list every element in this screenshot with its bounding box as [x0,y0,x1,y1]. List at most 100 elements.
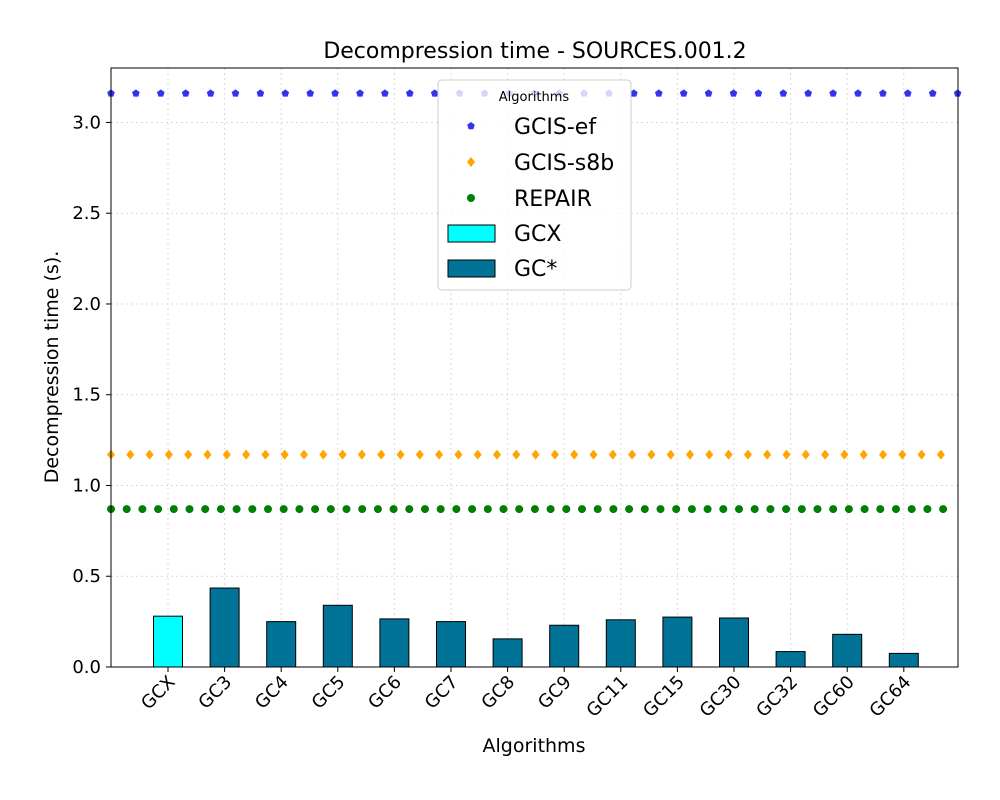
series-point [342,505,351,514]
series-point [801,449,810,460]
x-tick-label: GC60 [809,672,859,722]
series-point [231,89,240,97]
series-point [381,89,389,97]
legend-patch [447,224,496,243]
legend-marker [467,122,475,130]
series-point [578,505,586,514]
series-point [782,505,791,514]
series-point [377,449,386,460]
series-point [132,89,140,97]
series-point [452,505,461,514]
series-point [421,505,429,514]
legend-entry-gcx: GCX [447,222,561,247]
x-tick-label: GC15 [639,672,689,722]
y-tick-label: 0.5 [72,566,101,587]
legend-entry-gcis-ef: GCIS-ef [467,115,597,140]
series-point [169,505,178,514]
y-axis-label: Decompression time (s). [41,251,63,484]
series-point [154,505,163,514]
series-point [936,449,945,460]
series-point [687,505,696,514]
series-point [396,449,405,460]
series-point [821,449,830,460]
x-tick-label: GC4 [251,672,293,714]
bars [153,587,919,668]
bar-gc4 [266,621,297,668]
series-point [939,505,948,514]
x-tick-label: GC9 [534,672,576,714]
series-point [358,505,367,514]
series-point [319,449,328,460]
legend-marker [467,194,475,202]
y-tick-label: 0.0 [72,657,101,678]
series-point [300,449,308,460]
series-point [570,449,579,460]
series-point [879,449,887,460]
series-point [264,505,272,514]
series-point [804,89,812,97]
series-point [248,505,257,514]
legend[interactable]: Algorithms GCIS-ef GCIS-s8b REPAIR GCX GC* [437,79,632,291]
series-point [705,449,714,460]
series-point [306,89,314,97]
legend-entry-gcis-s8b: GCIS-s8b [467,151,614,176]
y-axis: 0.0 0.5 1.0 1.5 2.0 2.5 3.0 [72,112,111,678]
series-point [904,89,912,97]
legend-label: GCX [514,222,561,247]
series-point [672,505,681,514]
series-point [279,505,288,514]
series-point [138,505,147,514]
x-tick-label: GC3 [194,672,236,714]
series-point [157,89,165,97]
series-point [640,505,649,514]
series-point [609,505,618,514]
series-point [201,505,210,514]
series-point [724,449,733,460]
y-tick-label: 1.0 [72,475,101,496]
bar-gcx [153,615,183,668]
series-point [530,505,539,514]
x-tick-label: GCX [137,672,179,714]
series-point [415,449,424,460]
bar-gc11 [605,619,636,668]
series-point [907,505,916,514]
legend-label: GCIS-ef [514,115,597,140]
series-point [625,505,634,514]
series-point [892,505,900,514]
series-point [261,449,270,460]
series-point [829,505,838,514]
series-point [232,505,241,514]
series-point [256,89,265,97]
series-point [735,505,743,514]
series-point [435,449,444,460]
series-point [844,505,853,514]
x-axis: GCX GC3 GC4 GC5 GC6 GC7 GC8 GC9 GC11 GC15 GC30 GC32… [137,667,915,721]
series-repair [107,505,948,514]
series-point [797,505,806,514]
series-point [311,505,320,514]
series-point [719,505,728,514]
legend-label: GC* [514,257,557,282]
legend-title: Algorithms [499,90,570,105]
x-tick-label: GC8 [477,672,519,714]
series-point [743,449,752,460]
bar-gc32 [775,651,806,668]
legend-label: GCIS-s8b [514,151,614,176]
legend-patch [447,259,496,278]
series-point [436,505,445,514]
series-point [782,449,791,460]
series-point [750,505,759,514]
series-point [326,505,335,514]
series-point [589,449,598,460]
series-point [854,89,862,97]
grid [111,68,958,668]
series-point [679,89,688,97]
x-tick-label: GC32 [752,672,802,722]
series-point [295,505,304,514]
series-point [876,505,885,514]
series-point [813,505,822,514]
legend-marker [467,157,475,167]
series-point [840,449,849,460]
series-point [356,89,364,97]
series-point [222,449,231,460]
